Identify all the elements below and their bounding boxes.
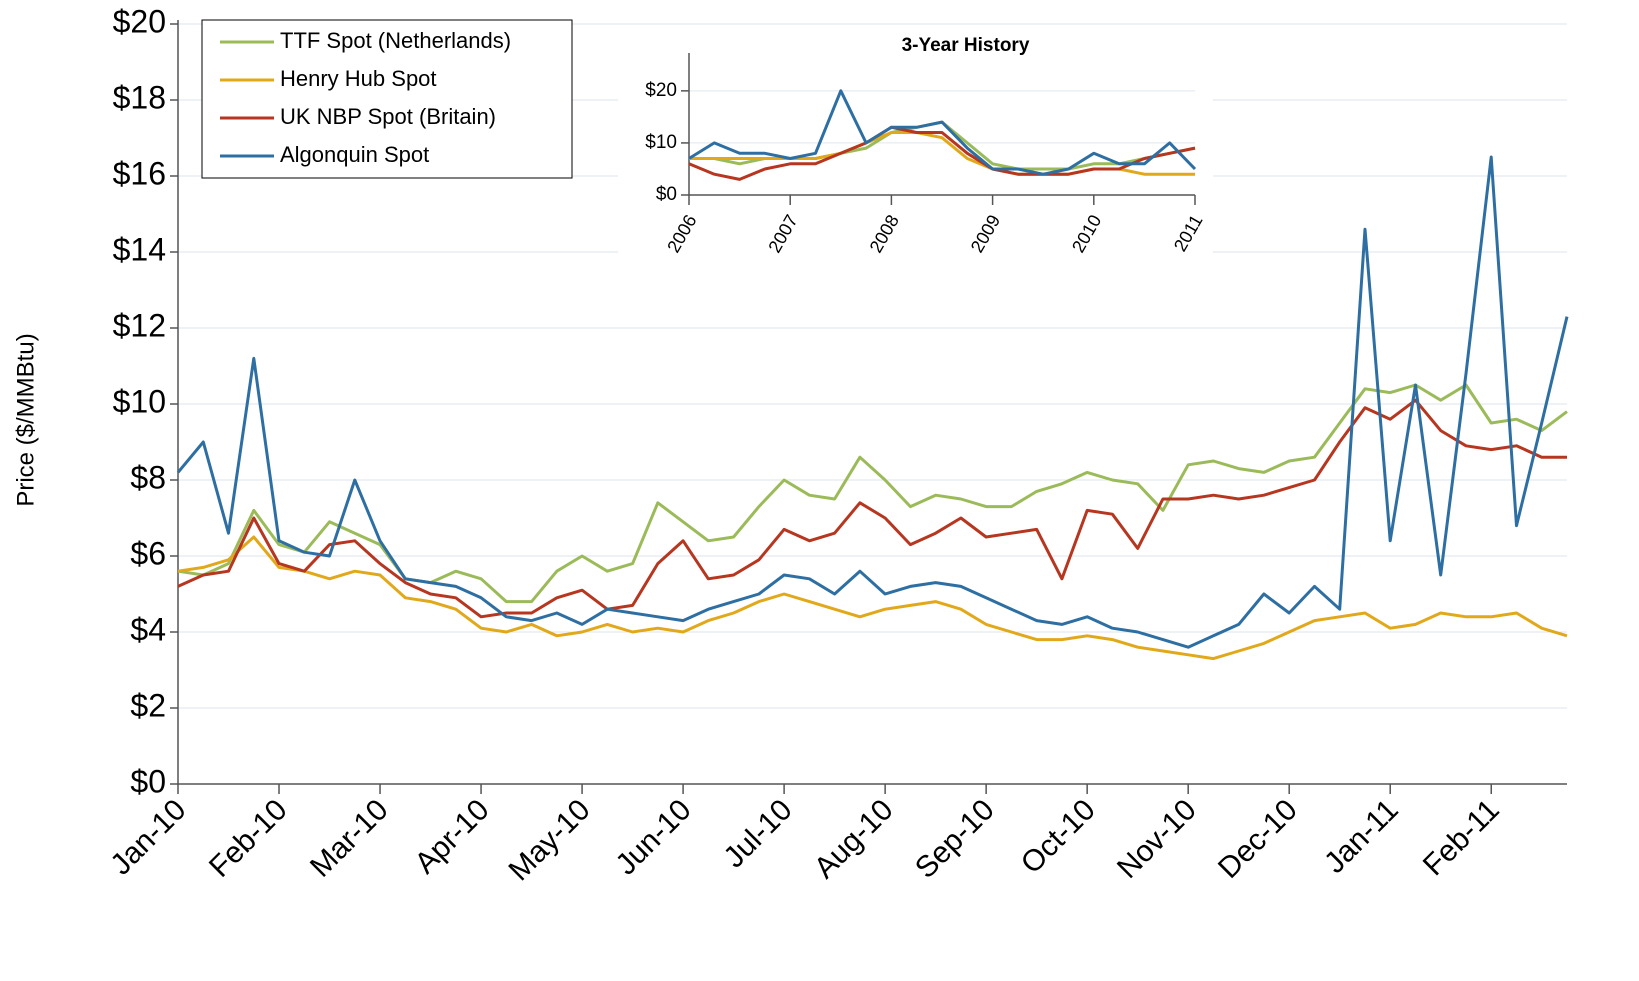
y-tick-label: $20 (113, 3, 166, 39)
x-tick-label: Mar-10 (304, 793, 395, 884)
y-tick-label: $12 (113, 307, 166, 343)
x-tick-label: Jul-10 (718, 793, 799, 874)
legend-label: UK NBP Spot (Britain) (280, 104, 496, 129)
data-line (177, 398, 1567, 619)
legend-box (201, 19, 573, 179)
x-tick-label: Apr-10 (409, 793, 496, 880)
data-line (177, 535, 1568, 661)
y-tick-label: $4 (130, 611, 166, 647)
x-tick-label: Dec-10 (1212, 793, 1304, 885)
legend-label: Algonquin Spot (280, 142, 429, 167)
y-tick-label: $14 (113, 231, 166, 267)
legend-label: Henry Hub Spot (280, 66, 437, 91)
y-tick-label: $18 (113, 79, 166, 115)
legend-label: TTF Spot (Netherlands) (280, 28, 511, 53)
y-tick-label: $10 (113, 383, 166, 419)
y-tick-label: $20 (645, 80, 677, 101)
x-tick-label: Sep-10 (909, 793, 1001, 885)
y-tick-label: $16 (113, 155, 166, 191)
x-tick-label: Feb-10 (203, 793, 294, 884)
chart-title: 3-Year History (902, 35, 1030, 56)
y-axis-label: Price ($/MMBtu) (12, 333, 39, 506)
y-tick-label: $8 (130, 459, 166, 495)
y-tick-label: $6 (130, 535, 166, 571)
x-tick-label: Oct-10 (1015, 793, 1102, 880)
x-tick-label: Aug-10 (808, 793, 900, 885)
data-line (688, 125, 1196, 181)
data-line (688, 89, 1197, 176)
x-tick-label: May-10 (503, 793, 597, 887)
data-line (176, 155, 1569, 649)
x-tick-label: Jun-10 (609, 793, 697, 881)
x-tick-label: Nov-10 (1111, 793, 1203, 885)
x-tick-label: Feb-11 (1417, 793, 1506, 882)
x-tick-label: Jan-11 (1318, 793, 1405, 880)
x-tick-label: Jan-10 (104, 793, 192, 881)
y-tick-label: $0 (130, 763, 166, 799)
y-tick-label: $0 (656, 184, 677, 205)
y-tick-label: $10 (645, 132, 677, 153)
y-tick-label: $2 (130, 687, 166, 723)
